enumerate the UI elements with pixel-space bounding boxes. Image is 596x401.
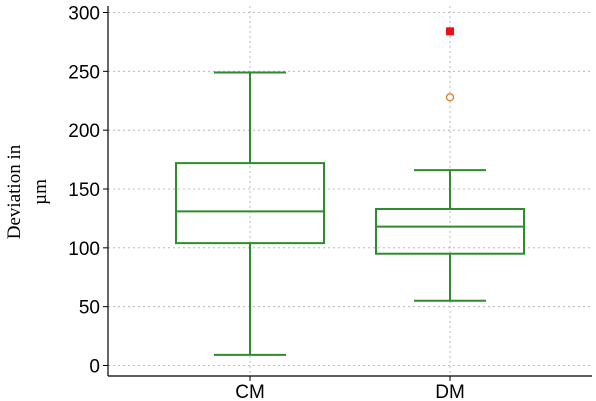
x-tick-label-dm: DM (435, 382, 465, 401)
y-tick-label-100: 100 (68, 239, 100, 260)
y-tick-label-300: 300 (68, 4, 100, 25)
y-axis-ticks: 0 50 100 150 200 250 300 (68, 4, 108, 378)
box-cm (175, 71, 325, 356)
x-axis-labels: CM DM (235, 376, 465, 401)
y-tick-label-0: 0 (89, 357, 100, 378)
y-axis-label-line-1: Deviation in (4, 144, 25, 239)
y-tick-label-200: 200 (68, 121, 100, 142)
box-dm (375, 27, 525, 302)
iqr-box-dm (375, 208, 525, 255)
y-tick-label-50: 50 (79, 298, 100, 319)
grid-lines (108, 6, 592, 376)
y-tick-label-150: 150 (68, 180, 100, 201)
box-series (175, 27, 525, 356)
outlier-point-dm-0 (445, 93, 455, 102)
far-outlier-point-dm-1 (446, 27, 454, 36)
x-tick-label-cm: CM (235, 382, 265, 401)
y-axis-label-line-2: µm (30, 179, 51, 205)
axes (107, 6, 592, 377)
iqr-box-cm (175, 162, 325, 245)
y-tick-label-250: 250 (68, 62, 100, 83)
